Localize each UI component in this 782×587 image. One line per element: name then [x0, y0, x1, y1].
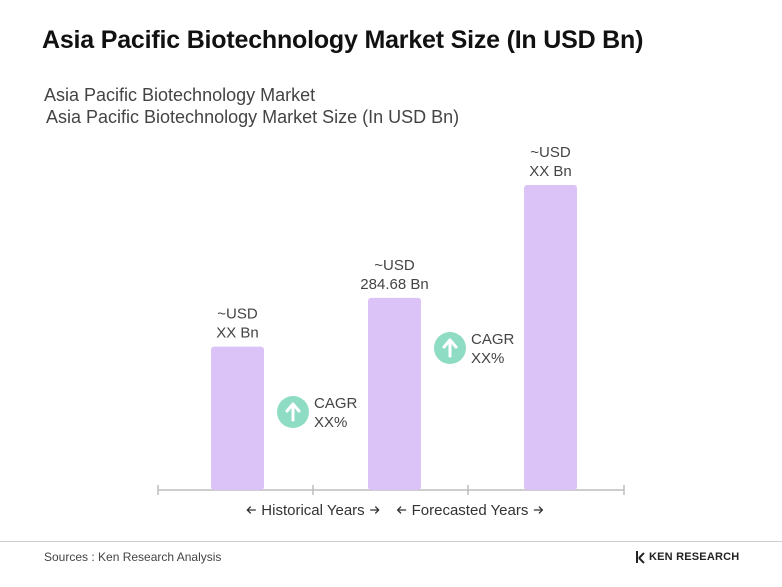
ken-logo-icon	[636, 551, 646, 563]
bars	[211, 185, 577, 490]
cagr-value-0: XX%	[314, 414, 347, 431]
cagr-indicator-0: CAGR XX%	[277, 395, 358, 431]
bar-label-2-line1: ~USD	[530, 144, 571, 161]
bar-labels: ~USD XX Bn ~USD 284.68 Bn ~USD XX Bn	[216, 144, 572, 342]
right-arrow-icon-0	[370, 506, 380, 514]
chart-subtitle-secondary: Asia Pacific Biotechnology Market Size (…	[46, 107, 460, 127]
footer-divider	[0, 541, 782, 542]
bar-0	[211, 346, 264, 490]
cagr-value-1: XX%	[471, 350, 504, 367]
page-title: Asia Pacific Biotechnology Market Size (…	[42, 26, 644, 54]
bar-label-1-line2: 284.68 Bn	[360, 276, 428, 293]
bar-1	[368, 297, 421, 490]
up-arrow-head	[285, 402, 301, 413]
brand-name: KEN RESEARCH	[649, 551, 740, 563]
period-labels: Historical Years Forecasted Years	[246, 502, 544, 519]
bar-label-0-line2: XX Bn	[216, 325, 259, 342]
left-arrow-icon-0	[246, 506, 256, 514]
cagr-label-1: CAGR	[471, 331, 515, 348]
period-label-0: Historical Years	[261, 502, 364, 519]
brand-logo: KEN RESEARCH	[636, 551, 739, 563]
left-arrow-icon-1	[396, 506, 407, 514]
up-arrow-head	[442, 338, 458, 349]
period-label-1: Forecasted Years	[412, 502, 529, 519]
cagr-indicators: CAGR XX% CAGR XX%	[277, 331, 515, 431]
source-note: Sources : Ken Research Analysis	[44, 550, 222, 564]
bar-label-2-line2: XX Bn	[529, 163, 572, 180]
bar-label-1-line1: ~USD	[374, 257, 415, 274]
cagr-indicator-1: CAGR XX%	[434, 331, 515, 367]
chart-subtitle: Asia Pacific Biotechnology Market	[44, 85, 316, 105]
bar-2	[524, 185, 577, 490]
right-arrow-icon-1	[533, 506, 544, 514]
bar-label-0-line1: ~USD	[217, 306, 258, 323]
cagr-label-0: CAGR	[314, 395, 358, 412]
